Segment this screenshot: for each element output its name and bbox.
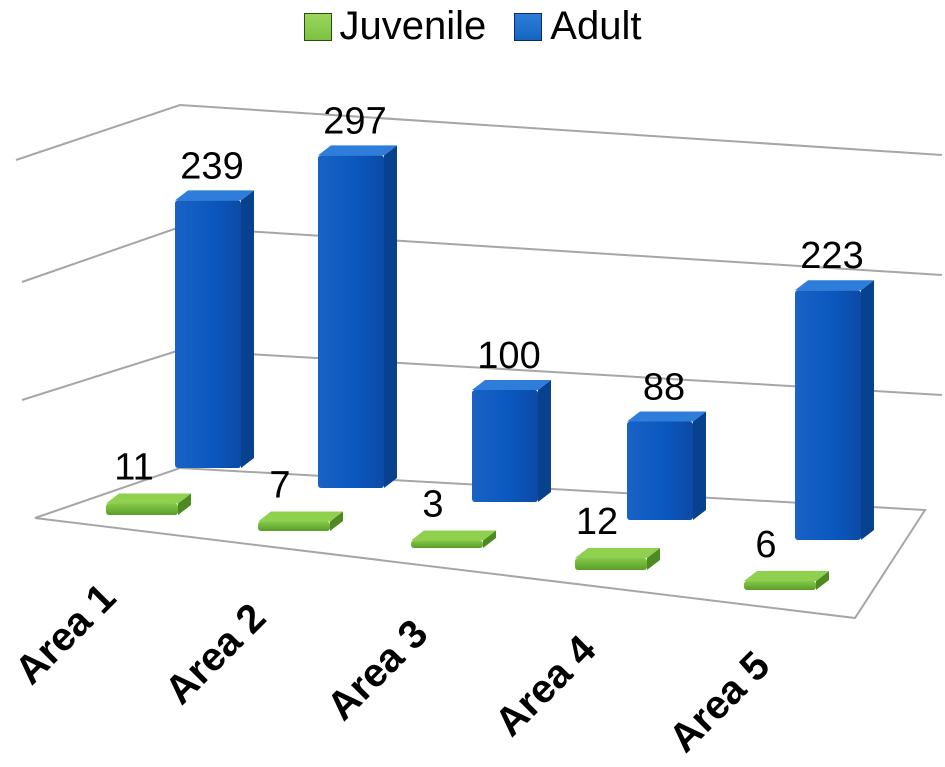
legend-swatch-adult: [514, 12, 543, 41]
data-labels: 239 11 297 7 100 3 88 12 223 6: [114, 100, 863, 566]
x-tick-label-area-2: Area 2: [157, 595, 275, 713]
bar-juvenile-area-3: [411, 530, 496, 548]
chart-legend: Juvenile Adult: [0, 4, 945, 49]
data-label-adult-area-1: 239: [180, 145, 243, 187]
gridline: [15, 103, 943, 161]
legend-label-adult: Adult: [550, 4, 642, 48]
x-tick-label-area-4: Area 4: [487, 627, 605, 745]
data-label-juvenile-area-5: 6: [755, 524, 776, 566]
bar-adult-area-5: [795, 280, 874, 540]
x-tick-label-area-5: Area 5: [661, 643, 779, 761]
legend-swatch-juvenile: [303, 12, 332, 41]
data-label-adult-area-2: 297: [323, 100, 386, 142]
data-label-juvenile-area-4: 12: [576, 501, 618, 543]
bar-adult-area-2: [318, 145, 397, 489]
data-label-adult-area-3: 100: [477, 335, 540, 377]
bars: [106, 145, 874, 590]
data-label-adult-area-4: 88: [643, 366, 685, 408]
data-label-juvenile-area-3: 3: [422, 484, 443, 526]
data-label-juvenile-area-1: 11: [114, 447, 153, 489]
bar-juvenile-area-1: [106, 493, 191, 515]
bar-juvenile-area-4: [575, 548, 660, 570]
legend-item-juvenile: Juvenile: [303, 4, 487, 49]
bar-adult-area-1: [175, 190, 254, 468]
x-tick-label-area-3: Area 3: [319, 611, 437, 729]
bar-adult-area-3: [472, 380, 551, 502]
legend-label-juvenile: Juvenile: [339, 4, 487, 48]
bar-juvenile-area-2: [258, 511, 343, 531]
x-tick-label-area-1: Area 1: [7, 575, 125, 693]
legend-item-adult: Adult: [514, 4, 641, 49]
bar-juvenile-area-5: [744, 571, 829, 590]
data-label-adult-area-5: 223: [800, 235, 863, 277]
data-label-juvenile-area-2: 7: [269, 465, 290, 507]
bar-adult-area-4: [627, 411, 706, 520]
x-tick-labels: Area 1 Area 2 Area 3 Area 4 Area 5: [7, 575, 779, 761]
